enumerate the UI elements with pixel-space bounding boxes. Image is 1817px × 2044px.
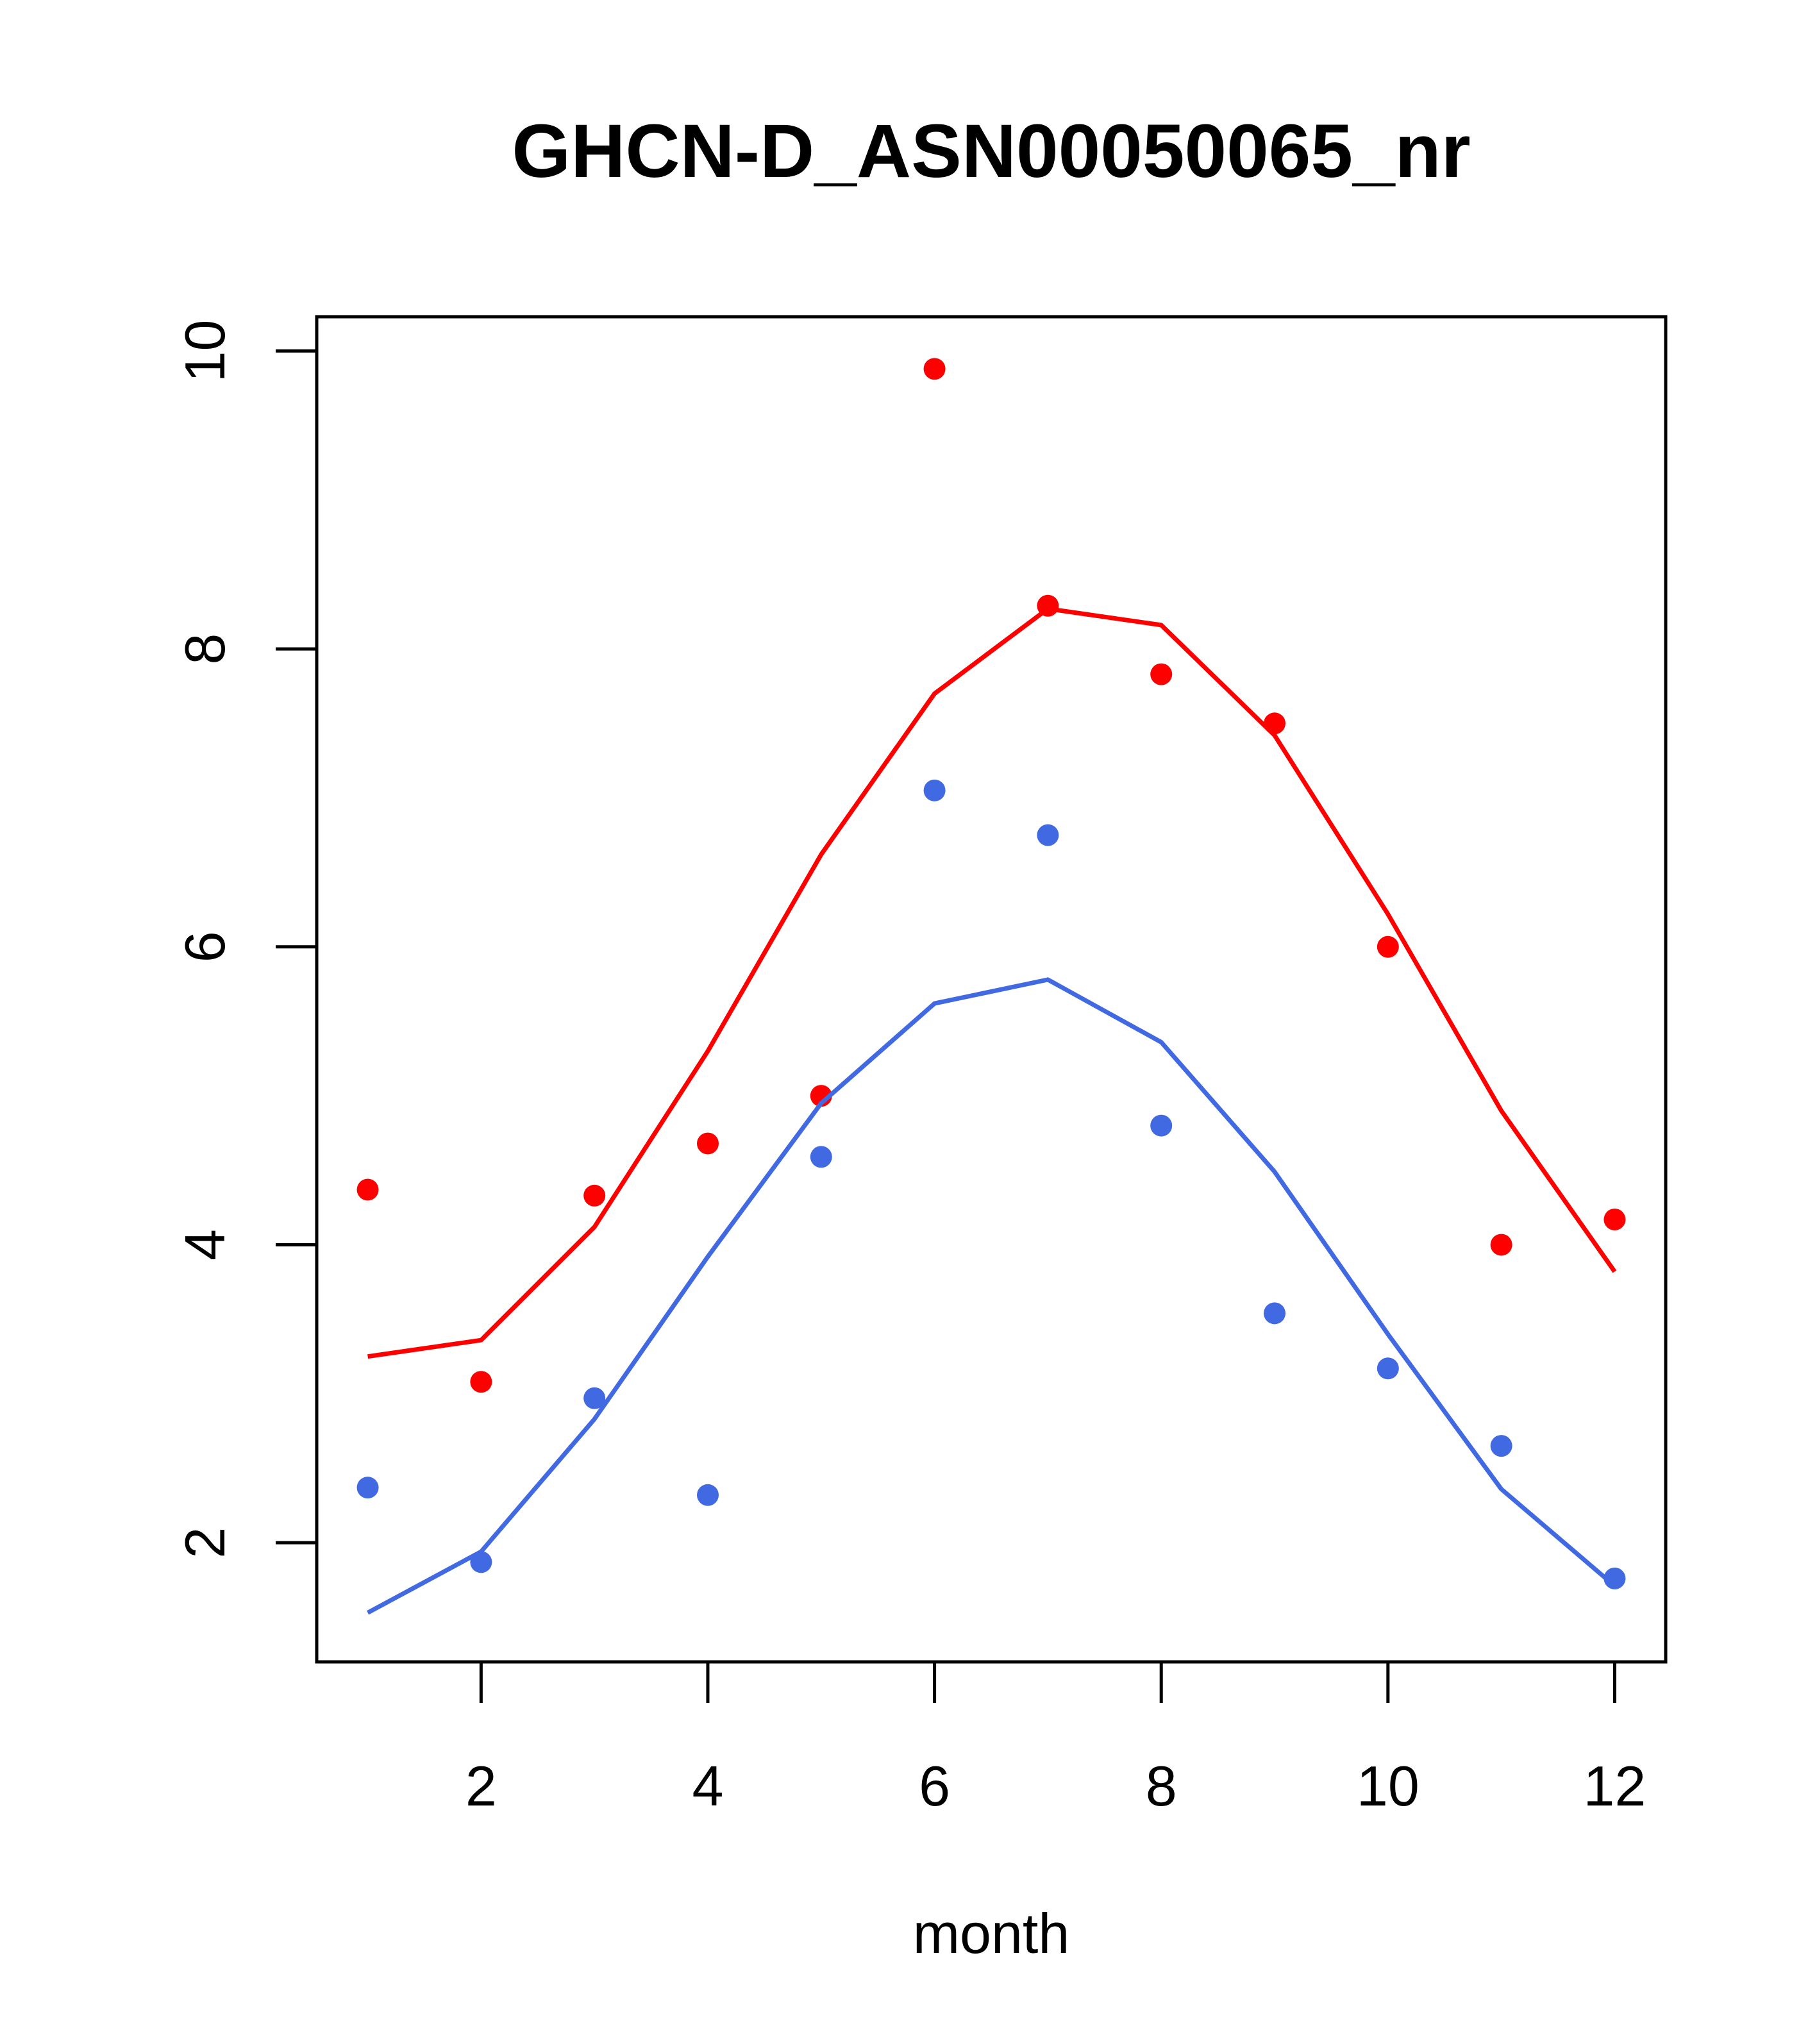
series-2-point <box>696 1484 719 1506</box>
series-1-point <box>1377 935 1399 958</box>
series-2-point <box>1037 824 1059 846</box>
series-1-point <box>1037 594 1059 617</box>
y-tick-label: 6 <box>173 931 237 962</box>
series-2-point <box>356 1477 379 1499</box>
x-tick-label: 10 <box>1357 1754 1419 1818</box>
series-2-point <box>810 1146 832 1168</box>
y-axis: 2 4 6 8 10 <box>173 319 317 1559</box>
series-2-point <box>1264 1302 1286 1325</box>
x-tick-label: 8 <box>1146 1754 1177 1818</box>
series-2-line <box>366 977 1616 1615</box>
series-1-point <box>1603 1208 1626 1230</box>
series-layer <box>356 358 1626 1615</box>
series-2-point <box>923 779 946 801</box>
y-tick-label: 10 <box>173 319 237 382</box>
y-tick-label: 2 <box>173 1527 237 1559</box>
series-1-point <box>1264 712 1286 735</box>
series-1-point <box>470 1371 492 1393</box>
series-2-point <box>470 1551 492 1573</box>
x-axis-label: month <box>913 1902 1070 1965</box>
series-2-point <box>1490 1435 1512 1457</box>
x-tick-label: 12 <box>1583 1754 1646 1818</box>
series-1-point <box>1150 663 1173 685</box>
series-1-point <box>583 1184 606 1207</box>
x-tick-label: 6 <box>919 1754 950 1818</box>
series-1-point <box>696 1132 719 1155</box>
series-1-point <box>923 358 946 380</box>
series-1-point <box>1490 1234 1512 1256</box>
plot-border <box>315 315 1668 1664</box>
plot-frame <box>315 315 1668 1664</box>
series-2-point <box>583 1387 606 1409</box>
series-2-point <box>1603 1567 1626 1589</box>
x-tick-label: 2 <box>465 1754 497 1818</box>
chart-title: GHCN-D_ASN00050065_nr <box>512 109 1470 194</box>
x-tick-label: 4 <box>692 1754 724 1818</box>
series-1-point <box>356 1178 379 1201</box>
series-2-point <box>1150 1114 1173 1137</box>
y-tick-label: 8 <box>173 633 237 665</box>
y-tick-label: 4 <box>173 1229 237 1261</box>
x-axis: 2 4 6 8 10 12 <box>465 1662 1646 1818</box>
series-1-line <box>367 606 1617 1359</box>
series-2-point <box>1377 1357 1399 1380</box>
